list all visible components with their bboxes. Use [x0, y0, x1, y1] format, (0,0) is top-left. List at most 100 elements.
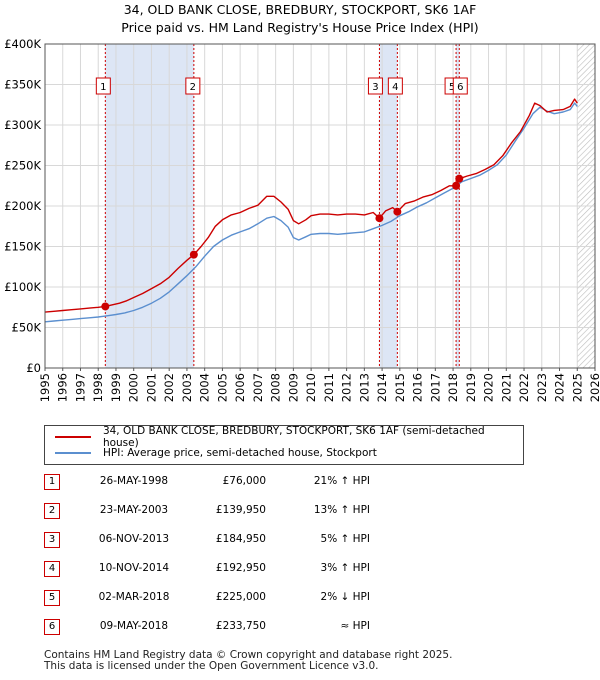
sale-point [455, 174, 464, 183]
sale-hpi-comparison: 21% ↑ HPI [313, 475, 370, 487]
x-tick-label: 2021 [499, 373, 513, 402]
sale-date: 10-NOV-2014 [98, 562, 170, 574]
x-tick-label: 2015 [393, 373, 407, 402]
sale-label-text: 4 [392, 82, 398, 93]
price-series-line [44, 98, 578, 313]
x-tick-label: 2025 [570, 373, 584, 402]
title-line-2: Price paid vs. HM Land Registry's House … [121, 20, 479, 35]
sale-label-text: 5 [449, 82, 455, 93]
hpi-series-line [44, 102, 578, 323]
x-tick-label: 2013 [357, 373, 371, 402]
sale-number-badge: 3 [44, 532, 60, 548]
sale-date: 26-MAY-1998 [99, 475, 169, 487]
sale-price: £139,950 [215, 504, 266, 516]
x-tick-label: 2014 [375, 373, 389, 402]
x-tick-label: 2011 [322, 373, 336, 402]
legend-price-label: 34, OLD BANK CLOSE, BREDBURY, STOCKPORT,… [102, 425, 485, 449]
sale-hpi-comparison: 5% ↑ HPI [320, 533, 370, 545]
x-tick-label: 2000 [127, 373, 141, 402]
legend-hpi-label: HPI: Average price, semi-detached house,… [103, 447, 377, 459]
footer-copyright: Contains HM Land Registry data © Crown c… [44, 649, 453, 661]
sale-label-box [387, 77, 403, 95]
x-tick-label: 2018 [446, 373, 460, 402]
y-tick-label: £150K [4, 240, 41, 254]
x-tick-label: 2012 [340, 373, 354, 402]
x-tick-label: 2022 [517, 373, 531, 402]
plot-frame [44, 43, 596, 369]
x-tick-label: 1996 [56, 373, 70, 402]
sale-number-badge: 1 [44, 474, 60, 490]
x-tick-label: 2002 [162, 373, 176, 402]
x-tick-label: 2016 [411, 373, 425, 402]
y-tick-label: £50K [12, 321, 42, 335]
x-tick-label: 2017 [428, 373, 442, 402]
sale-date: 23-MAY-2003 [99, 504, 169, 516]
y-tick-label: £0 [26, 361, 41, 375]
x-tick-label: 2009 [286, 373, 300, 402]
legend-item-price: 34, OLD BANK CLOSE, BREDBURY, STOCKPORT,… [55, 425, 523, 449]
sale-label-text: 1 [100, 82, 106, 93]
x-tick-label: 1997 [73, 373, 87, 402]
x-tick-label: 1995 [38, 373, 52, 402]
price-chart: 1 2 3 4 5 6 £0 £50K £100K £150K £200K £250K £300K £35… [4, 37, 600, 402]
x-tick-label: 2007 [251, 373, 265, 402]
x-tick-label: 1999 [109, 373, 123, 402]
sale-label-text: 2 [190, 82, 196, 93]
sale-point [189, 250, 198, 259]
sale-date: 09-MAY-2018 [99, 620, 169, 632]
title-line-1: 34, OLD BANK CLOSE, BREDBURY, STOCKPORT,… [123, 2, 477, 17]
x-tick-label: 1998 [91, 373, 105, 402]
y-tick-label: £350K [4, 78, 41, 92]
table-row: 2 23-MAY-2003 £139,950 13% ↑ HPI [44, 501, 384, 521]
sale-number-badge: 2 [44, 503, 60, 519]
x-tick-label: 2010 [304, 373, 318, 402]
sale-price: £192,950 [215, 562, 266, 574]
sale-hpi-comparison: 3% ↑ HPI [320, 562, 370, 574]
sale-price: £233,750 [215, 620, 266, 632]
sale-point [393, 207, 402, 216]
sale-number-badge: 5 [44, 590, 60, 606]
x-tick-label: 2023 [535, 373, 549, 402]
footer-attribution: Contains HM Land Registry data © Crown c… [44, 650, 452, 672]
sale-point [375, 214, 384, 223]
footer-licence: This data is licensed under the Open Gov… [44, 660, 379, 672]
sale-label-box [452, 77, 468, 95]
table-row: 1 26-MAY-1998 £76,000 21% ↑ HPI [44, 472, 384, 492]
x-tick-label: 2008 [269, 373, 283, 402]
sale-date: 02-MAR-2018 [98, 591, 170, 603]
sale-point [452, 181, 461, 190]
sale-hpi-comparison: 2% ↓ HPI [320, 591, 370, 603]
table-row: 5 02-MAR-2018 £225,000 2% ↓ HPI [44, 588, 384, 608]
sale-label-box [185, 77, 201, 95]
y-tick-label: £200K [4, 199, 41, 213]
y-tick-label: £300K [4, 118, 41, 132]
chart-legend: 34, OLD BANK CLOSE, BREDBURY, STOCKPORT,… [44, 425, 524, 465]
x-tick-label: 2024 [553, 373, 567, 402]
sale-point [101, 302, 110, 311]
x-tick-label: 2003 [180, 373, 194, 402]
sale-label-text: 6 [457, 82, 463, 93]
sale-number-badge: 4 [44, 561, 60, 577]
legend-price-swatch [55, 436, 91, 438]
sale-label-box [367, 77, 383, 95]
y-tick-label: £400K [4, 37, 41, 51]
table-row: 6 09-MAY-2018 £233,750 ≈ HPI [44, 617, 384, 637]
x-tick-label: 2005 [215, 373, 229, 402]
legend-item-hpi: HPI: Average price, semi-detached house,… [55, 445, 377, 461]
table-row: 3 06-NOV-2013 £184,950 5% ↑ HPI [44, 530, 384, 550]
y-tick-label: £100K [4, 280, 41, 294]
sale-label-text: 3 [372, 82, 378, 93]
x-tick-label: 2026 [588, 373, 600, 402]
sale-label-box [95, 77, 111, 95]
y-tick-label: £250K [4, 159, 41, 173]
legend-hpi-swatch [55, 452, 91, 454]
table-row: 4 10-NOV-2014 £192,950 3% ↑ HPI [44, 559, 384, 579]
sale-date: 06-NOV-2013 [98, 533, 170, 545]
sale-number-badge: 6 [44, 619, 60, 635]
sale-hpi-comparison: 13% ↑ HPI [313, 504, 370, 516]
sale-price: £76,000 [222, 475, 266, 487]
sale-hpi-comparison: ≈ HPI [340, 620, 370, 632]
x-tick-label: 2006 [233, 373, 247, 402]
sale-price: £225,000 [215, 591, 266, 603]
x-tick-label: 2004 [198, 373, 212, 402]
